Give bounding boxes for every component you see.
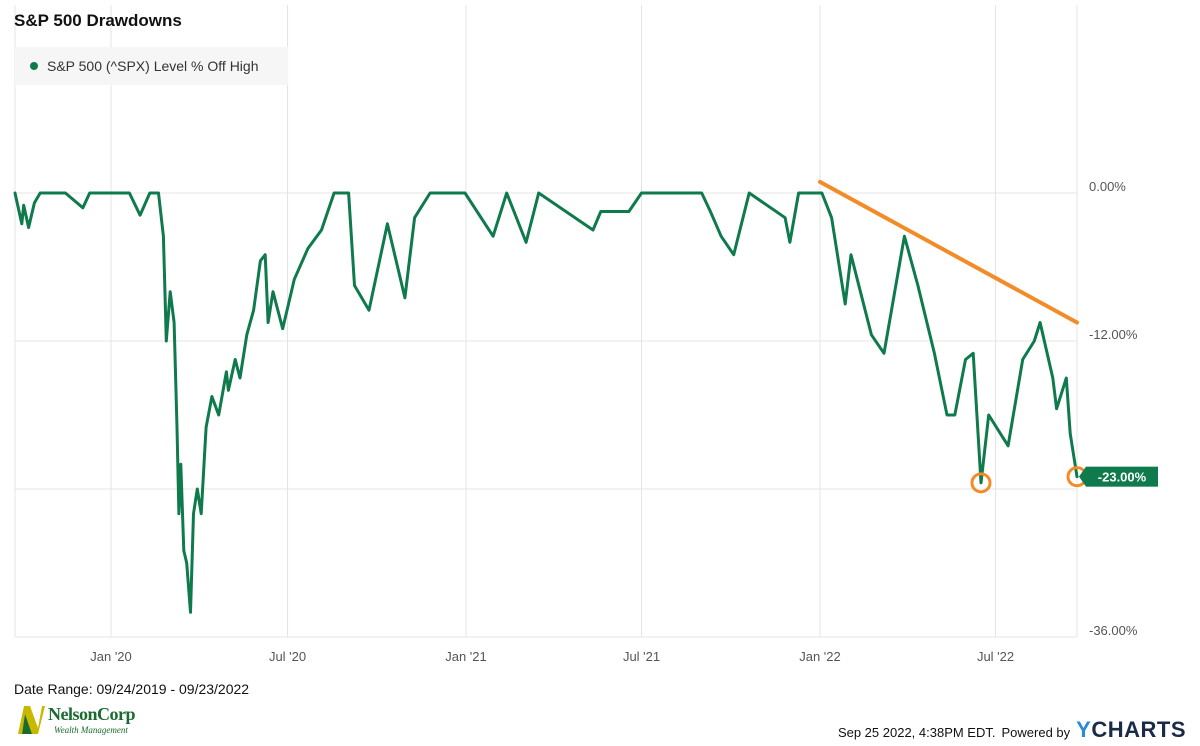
x-tick-label: Jan '22 <box>799 649 841 664</box>
chart-legend[interactable]: S&P 500 (^SPX) Level % Off High <box>15 47 288 85</box>
nelsoncorp-logo: NelsonCorp Wealth Management <box>16 702 146 738</box>
chart-title: S&P 500 Drawdowns <box>14 11 182 30</box>
legend-label: S&P 500 (^SPX) Level % Off High <box>47 58 259 74</box>
legend-dot-icon <box>30 62 38 70</box>
footer-credits: Sep 25 2022, 4:38PM EDT. Powered by YCHA… <box>838 717 1186 743</box>
annotation-group: -23.00% <box>817 179 1158 494</box>
last-value-label: -23.00% <box>1098 470 1147 485</box>
low-circle-marker <box>970 472 992 494</box>
ycharts-logo[interactable]: YCHARTS <box>1076 717 1186 743</box>
ycharts-logo-text: CHARTS <box>1091 717 1186 742</box>
ycharts-logo-y: Y <box>1076 717 1092 742</box>
date-range: Date Range: 09/24/2019 - 09/23/2022 <box>14 681 250 697</box>
x-tick-label: Jan '20 <box>90 649 132 664</box>
x-axis: Jan '20 Jul '20 Jan '21 Jul '21 Jan '22 Jul '… <box>90 649 1014 664</box>
y-tick-label: -12.00% <box>1089 327 1138 342</box>
x-tick-label: Jul '21 <box>623 649 660 664</box>
series-group <box>13 191 1079 614</box>
x-tick-label: Jul '20 <box>269 649 306 664</box>
last-value-badge <box>1086 466 1158 487</box>
powered-by-label: Powered by <box>1001 725 1071 740</box>
x-tick-label: Jan '21 <box>445 649 487 664</box>
x-tick-label: Jul '22 <box>977 649 1014 664</box>
trend-line <box>817 179 1079 325</box>
y-tick-label: -36.00% <box>1089 623 1138 638</box>
chart-grid <box>14 5 1078 638</box>
timestamp: Sep 25 2022, 4:38PM EDT. <box>837 725 996 740</box>
logo-subtitle: Wealth Management <box>54 725 128 735</box>
last-value-badge-pointer <box>1079 466 1086 487</box>
series-line <box>13 191 1079 614</box>
nelsoncorp-mark-icon <box>18 706 45 734</box>
y-axis: 0.00% -12.00% -36.00% <box>1089 179 1138 638</box>
y-tick-label: 0.00% <box>1089 179 1126 194</box>
logo-name: NelsonCorp <box>48 704 136 724</box>
